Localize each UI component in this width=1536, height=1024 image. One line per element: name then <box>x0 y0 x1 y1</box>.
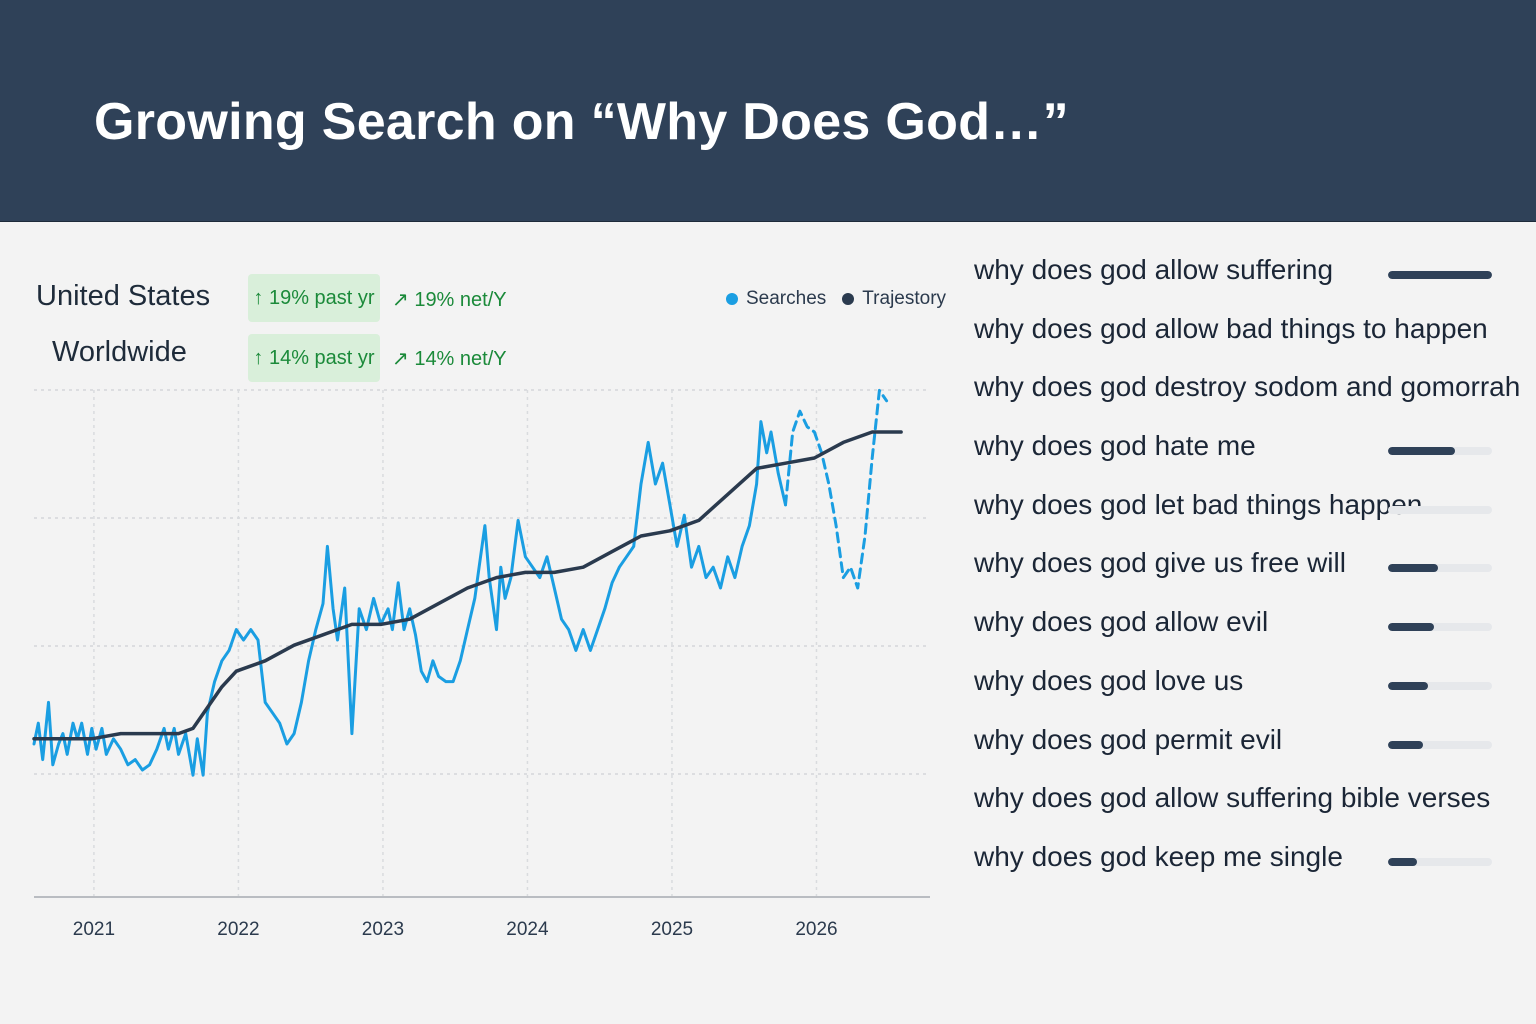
query-label: why does god allow suffering bible verse… <box>974 782 1491 814</box>
query-volume-bar <box>1388 681 1492 690</box>
query-label: why does god love us <box>974 664 1244 696</box>
x-tick-label: 2026 <box>795 919 837 940</box>
region-us-net-value: ↗ 19% net/Y <box>392 289 507 311</box>
query-volume-bar <box>1388 505 1492 514</box>
query-label: why does god allow suffering <box>974 254 1334 285</box>
query-row[interactable]: why does god allow suffering <box>972 252 1536 311</box>
related-queries-list: why does god allow suffering why does god… <box>972 252 1536 898</box>
query-volume-bar <box>1388 271 1492 279</box>
query-row[interactable]: why does god hate me <box>972 428 1536 487</box>
query-label: why does god let bad things happen <box>974 488 1423 520</box>
query-volume-fill <box>1388 623 1434 632</box>
query-label: why does god hate me <box>974 430 1256 462</box>
region-worldwide-growth-badge: ↑ 14% past yr <box>248 334 380 382</box>
series-trajectory-line <box>32 430 903 741</box>
query-volume-fill <box>1388 271 1492 279</box>
query-label: why does god give us free will <box>974 547 1346 579</box>
legend-item-searches: Searches <box>726 288 826 310</box>
query-row[interactable]: why does god allow bad things to happen <box>972 311 1536 370</box>
legend-label-searches: Searches <box>746 288 827 309</box>
chart-grid <box>34 389 930 897</box>
query-volume-fill <box>1388 447 1455 456</box>
query-label: why does god permit evil <box>974 723 1283 755</box>
trend-chart: 2021 2022 2023 2024 2025 2026 <box>32 388 930 940</box>
x-axis: 2021 2022 2023 2024 2025 2026 <box>34 896 930 940</box>
x-tick-label: 2025 <box>651 919 693 940</box>
query-volume-bar <box>1388 623 1492 632</box>
query-volume-fill <box>1388 857 1418 866</box>
page-title: Growing Search on “Why Does God…” <box>94 93 1069 151</box>
query-row[interactable]: why does god love us <box>972 663 1536 722</box>
chart-legend: Searches Trajestory <box>726 286 962 312</box>
legend-swatch-trajectory <box>842 293 855 305</box>
legend-label-trajectory: Trajestory <box>862 288 947 309</box>
region-worldwide-net-value: ↗ 14% net/Y <box>392 348 507 370</box>
chart-series <box>32 388 903 777</box>
query-volume-fill <box>1388 681 1428 690</box>
legend-swatch-searches <box>726 293 738 305</box>
region-worldwide-label: Worldwide <box>52 336 187 368</box>
query-label: why does god destroy sodom and gomorrah <box>974 371 1521 403</box>
x-tick-label: 2023 <box>362 919 404 940</box>
query-volume-fill <box>1388 740 1424 749</box>
legend-item-trajectory: Trajestory <box>842 288 946 310</box>
x-tick-label: 2021 <box>73 919 115 940</box>
query-volume-bar <box>1388 447 1492 456</box>
query-label: why does god keep me single <box>974 840 1343 872</box>
x-tick-label: 2024 <box>506 919 549 940</box>
query-label: why does god allow evil <box>974 606 1269 638</box>
query-row[interactable]: why does god allow suffering bible verse… <box>972 780 1536 839</box>
series-searches-line <box>32 420 787 777</box>
query-volume-bar <box>1388 740 1492 749</box>
region-stats: United States ↑ 19% past yr ↗ 19% net/Y … <box>0 260 960 390</box>
query-row[interactable]: why does god let bad things happen <box>972 487 1536 546</box>
region-us-label: United States <box>36 280 211 312</box>
query-volume-fill <box>1388 564 1438 573</box>
series-searches-projection-line <box>784 388 889 590</box>
query-row[interactable]: why does god permit evil <box>972 722 1536 781</box>
header-banner: Growing Search on “Why Does God…” <box>0 0 1536 222</box>
query-row[interactable]: why does god give us free will <box>972 545 1536 604</box>
query-volume-bar <box>1388 564 1492 573</box>
x-tick-label: 2022 <box>217 919 259 940</box>
query-row[interactable]: why does god allow evil <box>972 604 1536 663</box>
query-row[interactable]: why does god destroy sodom and gomorrah <box>972 369 1536 428</box>
query-row[interactable]: why does god keep me single <box>972 839 1536 898</box>
query-label: why does god allow bad things to happen <box>974 312 1488 344</box>
query-volume-bar <box>1388 857 1492 866</box>
region-us-growth-badge: ↑ 19% past yr <box>248 274 380 322</box>
